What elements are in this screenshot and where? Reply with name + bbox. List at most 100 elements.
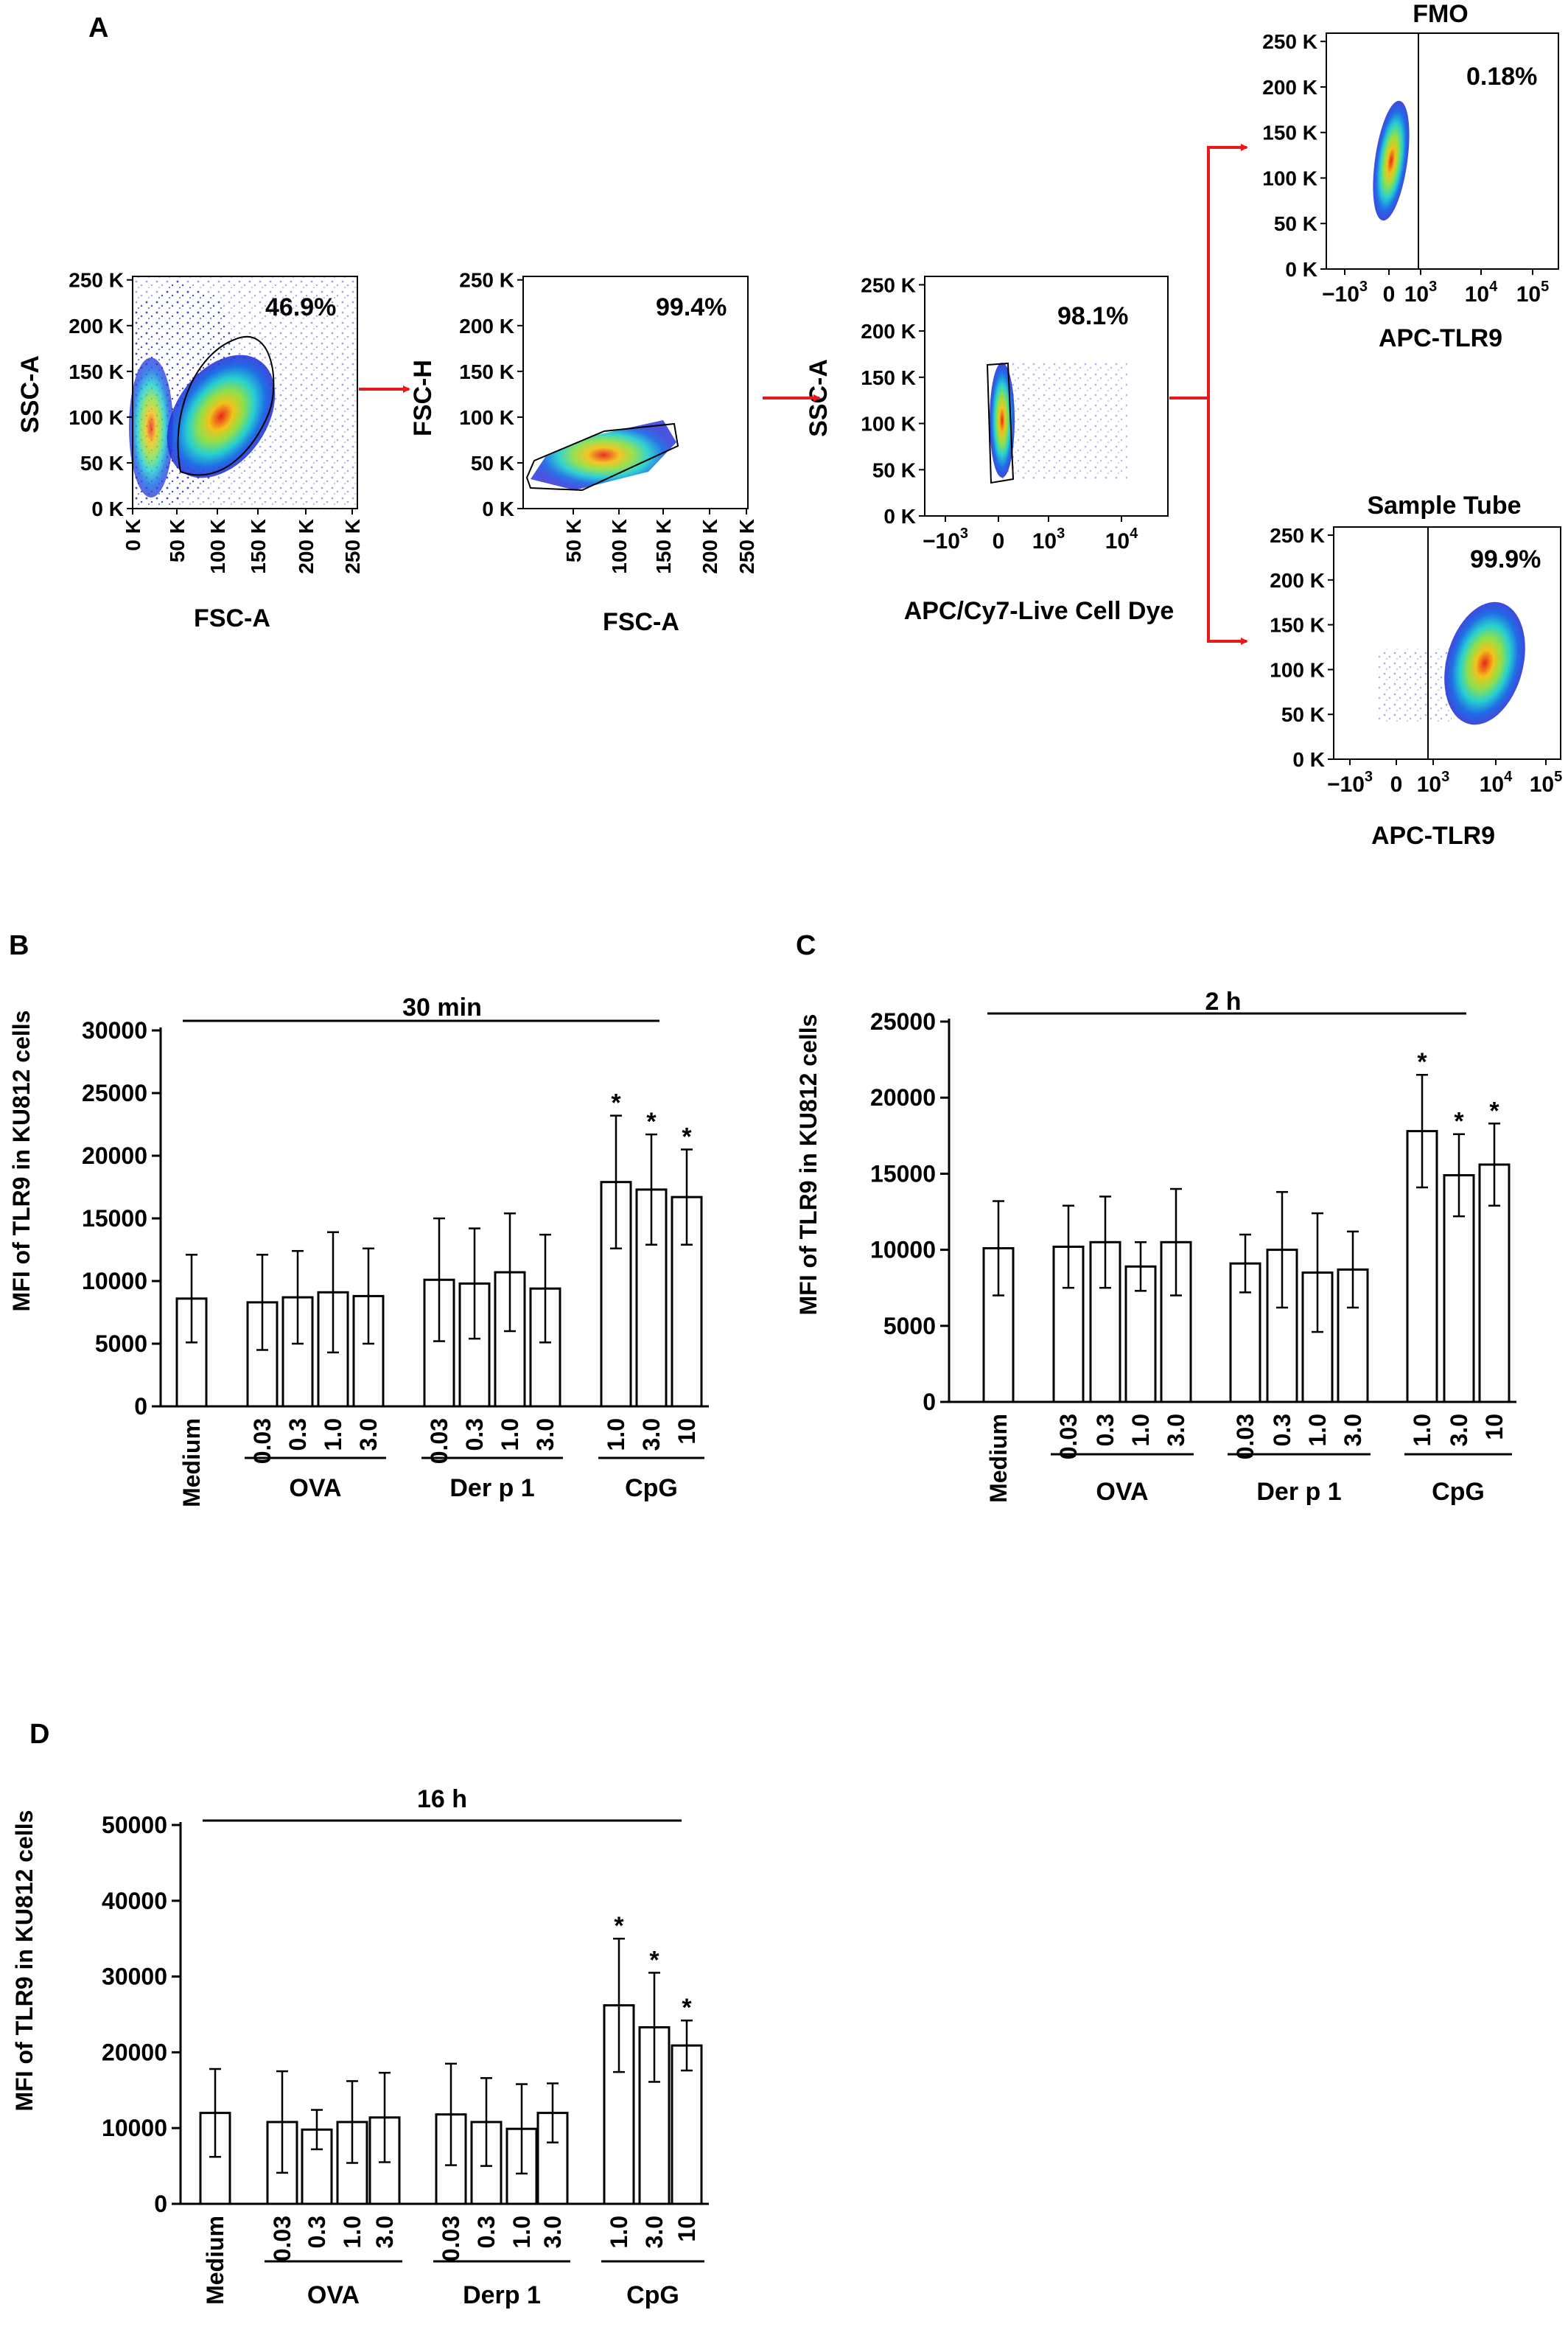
density-debris — [129, 357, 173, 498]
x-axis-label: FSC-A — [194, 604, 270, 632]
y-tick-label: 200 K — [1270, 569, 1325, 592]
x-tick-label: 3.0 — [1446, 1414, 1472, 1446]
y-tick-label: 5000 — [95, 1330, 147, 1357]
significance-marker: * — [682, 1123, 692, 1151]
x-tick-label: 3.0 — [371, 2216, 398, 2248]
y-tick-group: 0 K 50 K 100 K 150 K 200 K 250 K — [459, 269, 523, 520]
y-tick-label: 50000 — [102, 1812, 167, 1838]
x-axis-label: FSC-A — [603, 608, 679, 636]
bar — [671, 2044, 703, 2205]
flow-plot-sample: 0 K 50 K 100 K 150 K 200 K 250 K −103 0 103 104 1… — [1270, 492, 1562, 850]
x-tick-label: 1.0 — [603, 1418, 629, 1451]
x-tick-group: −103 0 103 104 105 — [1322, 269, 1549, 307]
y-tick-label: 0 K — [91, 498, 124, 520]
bar-chart-d: 16 h MFI of TLR9 in KU812 cells 0 10000 20… — [11, 1785, 709, 2309]
x-axis-label: APC-TLR9 — [1371, 822, 1495, 850]
x-tick-label: −103 — [1322, 279, 1368, 307]
x-tick-label: 1.0 — [1409, 1414, 1435, 1446]
gate-polygon — [986, 362, 1015, 484]
gate-percentage: 99.9% — [1470, 545, 1541, 573]
x-tick-exponent: 3 — [1359, 279, 1368, 295]
x-tick-label: 200 K — [699, 519, 721, 574]
x-tick-label: 50 K — [166, 519, 189, 562]
y-tick-group: 0 K 50 K 100 K 150 K 200 K 250 K — [1262, 30, 1326, 281]
y-tick-label: 200 K — [69, 315, 124, 338]
x-tick-exponent: 3 — [1365, 769, 1373, 785]
chart-title: 2 h — [1205, 988, 1241, 1016]
x-tick-exponent: 3 — [1057, 526, 1065, 542]
y-tick-group: 0 K 50 K 100 K 150 K 200 K 250 K — [1270, 524, 1334, 771]
density-main — [1444, 601, 1525, 725]
y-tick-label: 0 — [923, 1389, 936, 1415]
x-tick-label: 100 K — [608, 519, 631, 574]
x-tick-group: 0 K 50 K 100 K 150 K 200 K 250 K — [122, 509, 364, 574]
y-tick-label: 150 K — [1270, 614, 1325, 637]
density-main — [990, 363, 1015, 478]
y-tick-label: 25000 — [870, 1008, 936, 1035]
y-tick-label: 0 — [154, 2191, 167, 2217]
group-label: CpG — [1432, 1478, 1485, 1506]
x-tick-label: 0.03 — [1055, 1414, 1082, 1459]
x-tick-label: 1.0 — [320, 1418, 346, 1451]
x-tick-label: 1.0 — [508, 2216, 535, 2248]
chart-title: 30 min — [402, 994, 482, 1022]
y-axis-label: FSC-H — [409, 360, 437, 436]
y-axis-label: MFI of TLR9 in KU812 cells — [795, 1014, 822, 1316]
significance-marker: * — [649, 1946, 659, 1974]
x-tick-label: −103 — [1327, 769, 1373, 797]
x-tick-label: 104 — [1105, 526, 1138, 554]
y-tick-label: 200 K — [1262, 76, 1317, 99]
x-tick-label: 0.3 — [284, 1418, 311, 1451]
scatter-spread — [1378, 649, 1452, 722]
y-tick-label: 50 K — [872, 458, 916, 481]
panel-label-d: D — [29, 1719, 49, 1750]
y-tick-label: 200 K — [861, 320, 916, 343]
group-label: Derp 1 — [463, 2281, 541, 2309]
plot-title: Sample Tube — [1367, 492, 1521, 520]
y-tick-label: 30000 — [82, 1017, 147, 1044]
y-tick-label: 15000 — [870, 1160, 936, 1187]
x-tick-label: 1.0 — [1304, 1414, 1331, 1446]
x-tick-label: 200 K — [295, 519, 318, 574]
flow-plot-2: 0 K 50 K 100 K 150 K 200 K 250 K 50 K 100 K 150… — [409, 269, 758, 636]
flow-plot-1: 0 K 50 K 100 K 150 K 200 K 250 K 0 K 50 K 100 K… — [16, 269, 364, 632]
x-tick-label: 250 K — [735, 519, 758, 574]
y-tick-label: 50 K — [1281, 703, 1325, 726]
x-tick-group: 50 K 100 K 150 K 200 K 250 K — [562, 509, 758, 574]
x-tick-label: 0.03 — [269, 2216, 295, 2261]
y-axis-label: SSC-A — [16, 355, 44, 433]
y-tick-label: 100 K — [69, 406, 124, 429]
plot-frame — [1326, 32, 1559, 270]
significance-marker: * — [1454, 1108, 1464, 1136]
y-tick-label: 15000 — [82, 1205, 147, 1232]
bar — [423, 1278, 455, 1408]
group-label: CpG — [626, 2281, 679, 2309]
y-tick-label: 100 K — [861, 413, 916, 436]
y-tick-label: 25000 — [82, 1080, 147, 1106]
panel-label-a: A — [88, 13, 108, 43]
x-tick-group: −103 0 103 104 105 — [1327, 759, 1562, 797]
y-tick-label: 20000 — [82, 1142, 147, 1169]
y-tick-label: 50 K — [471, 452, 514, 475]
significance-marker: * — [646, 1108, 657, 1136]
y-tick-label: 250 K — [459, 269, 514, 292]
x-tick-label: 0.3 — [1269, 1414, 1295, 1446]
x-tick-label: 3.0 — [1163, 1414, 1189, 1446]
density-main — [531, 420, 676, 490]
x-tick-label: 0.3 — [473, 2216, 500, 2248]
y-tick-label: 200 K — [459, 315, 514, 338]
x-tick-label: 0 — [993, 529, 1005, 554]
plot-title: FMO — [1413, 0, 1469, 28]
x-tick-label: 3.0 — [1340, 1414, 1366, 1446]
y-tick-label: 0 K — [1285, 258, 1317, 281]
scatter-spread — [1002, 361, 1127, 479]
gate-percentage: 99.4% — [656, 293, 727, 321]
x-tick-label: 105 — [1516, 279, 1550, 307]
x-tick-exponent: 3 — [1441, 769, 1449, 785]
y-tick-label: 150 K — [1262, 122, 1317, 144]
x-tick-label: 103 — [1404, 279, 1438, 307]
arrow-3-to-sample — [1207, 398, 1248, 645]
chart-title: 16 h — [417, 1785, 467, 1813]
x-tick-label: 3.0 — [532, 1418, 559, 1451]
y-tick-label: 10000 — [82, 1268, 147, 1294]
